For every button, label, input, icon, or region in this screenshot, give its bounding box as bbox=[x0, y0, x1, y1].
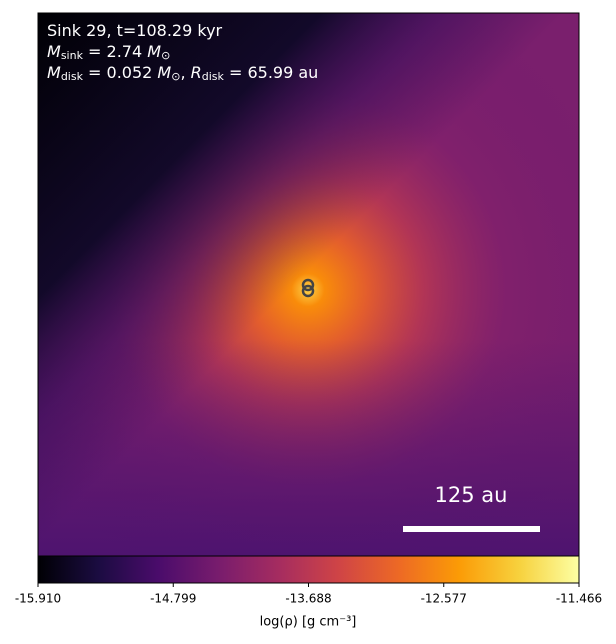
annotation: Msink = 2.74 M⊙ bbox=[47, 42, 170, 63]
tick-label: -15.910 bbox=[15, 592, 61, 606]
tick-label: -14.799 bbox=[150, 592, 196, 606]
annotation-part: ⊙ bbox=[171, 70, 180, 83]
annotation-part: M bbox=[47, 63, 61, 82]
colorbar-label: log(ρ) [g cm⁻³] bbox=[260, 615, 357, 630]
annotation: Mdisk = 0.052 M⊙, Rdisk = 65.99 au bbox=[47, 63, 318, 84]
annotation-part: , bbox=[180, 63, 190, 82]
annotation-part: disk bbox=[202, 70, 225, 83]
tick-label: -12.577 bbox=[421, 592, 467, 606]
annotation-part: = 65.99 au bbox=[224, 63, 318, 82]
tick-label: -13.688 bbox=[285, 592, 331, 606]
density-image bbox=[38, 13, 579, 556]
annotation-part: R bbox=[191, 63, 202, 82]
annotation-part: disk bbox=[61, 70, 84, 83]
scale-bar-label: 125 au bbox=[435, 483, 508, 507]
annotation-part: Sink 29, t=108.29 kyr bbox=[47, 21, 223, 40]
annotation: Sink 29, t=108.29 kyr bbox=[47, 21, 223, 40]
annotation-part: sink bbox=[61, 49, 84, 62]
annotation-part: M bbox=[47, 42, 61, 61]
tick-label: -11.466 bbox=[556, 592, 602, 606]
annotation-part: = 0.052 bbox=[83, 63, 157, 82]
scale-bar bbox=[403, 526, 540, 532]
sink-markers bbox=[301, 278, 315, 298]
annotation-part: M bbox=[147, 42, 161, 61]
colorbar bbox=[37, 555, 580, 584]
annotation-part: ⊙ bbox=[161, 49, 170, 62]
annotation-part: = 2.74 bbox=[83, 42, 147, 61]
annotation-part: M bbox=[157, 63, 171, 82]
